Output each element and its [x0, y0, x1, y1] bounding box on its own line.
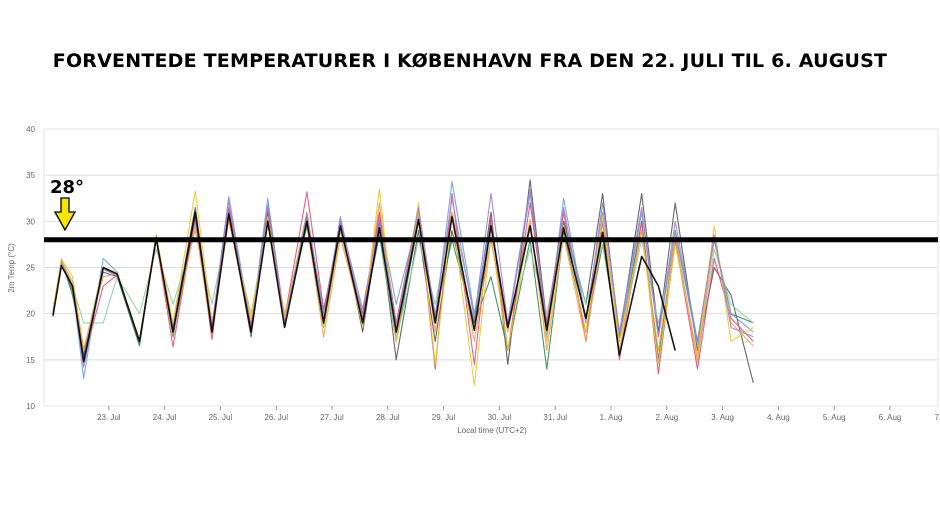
x-tick-label: 31. Jul [543, 413, 567, 422]
threshold-label: 28° [50, 177, 84, 198]
x-tick-label: 26. Jul [264, 413, 288, 422]
x-tick-label: 30. Jul [488, 413, 512, 422]
x-tick-label: 6. Aug [879, 413, 902, 422]
plot-frame [43, 128, 939, 407]
down-arrow-icon [53, 197, 77, 232]
x-tick-label: 7. Aug [934, 413, 940, 422]
x-tick-label: 28. Jul [376, 413, 400, 422]
y-tick-label: 20 [26, 310, 35, 319]
x-tick-label: 24. Jul [153, 413, 177, 422]
series-line [52, 211, 676, 363]
y-axis-label: 2m Temp (°C) [7, 243, 16, 293]
x-axis-ticks: 23. Jul 24. Jul 25. Jul 26. Jul 27. Jul 28. J… [97, 406, 940, 422]
x-axis-label: Local time (UTC+2) [457, 426, 527, 435]
series-lines [52, 179, 754, 387]
y-tick-label: 25 [26, 264, 35, 273]
x-tick-label: 1. Aug [600, 413, 623, 422]
x-tick-label: 25. Jul [209, 413, 233, 422]
x-tick-label: 3. Aug [711, 413, 734, 422]
y-axis-ticks: 10 15 20 25 30 35 40 [26, 125, 35, 411]
y-tick-label: 40 [26, 125, 35, 134]
x-tick-label: 29. Jul [432, 413, 456, 422]
x-tick-label: 2. Aug [655, 413, 678, 422]
y-tick-label: 10 [26, 402, 35, 411]
y-tick-label: 35 [26, 171, 35, 180]
grid-lines [43, 128, 939, 407]
x-tick-label: 23. Jul [97, 413, 121, 422]
y-tick-label: 30 [26, 217, 35, 226]
y-tick-label: 15 [26, 356, 35, 365]
chart-title: FORVENTEDE TEMPERATURER I KØBENHAVN FRA … [52, 50, 888, 72]
x-tick-label: 27. Jul [320, 413, 344, 422]
x-tick-label: 4. Aug [767, 413, 790, 422]
x-tick-label: 5. Aug [823, 413, 846, 422]
